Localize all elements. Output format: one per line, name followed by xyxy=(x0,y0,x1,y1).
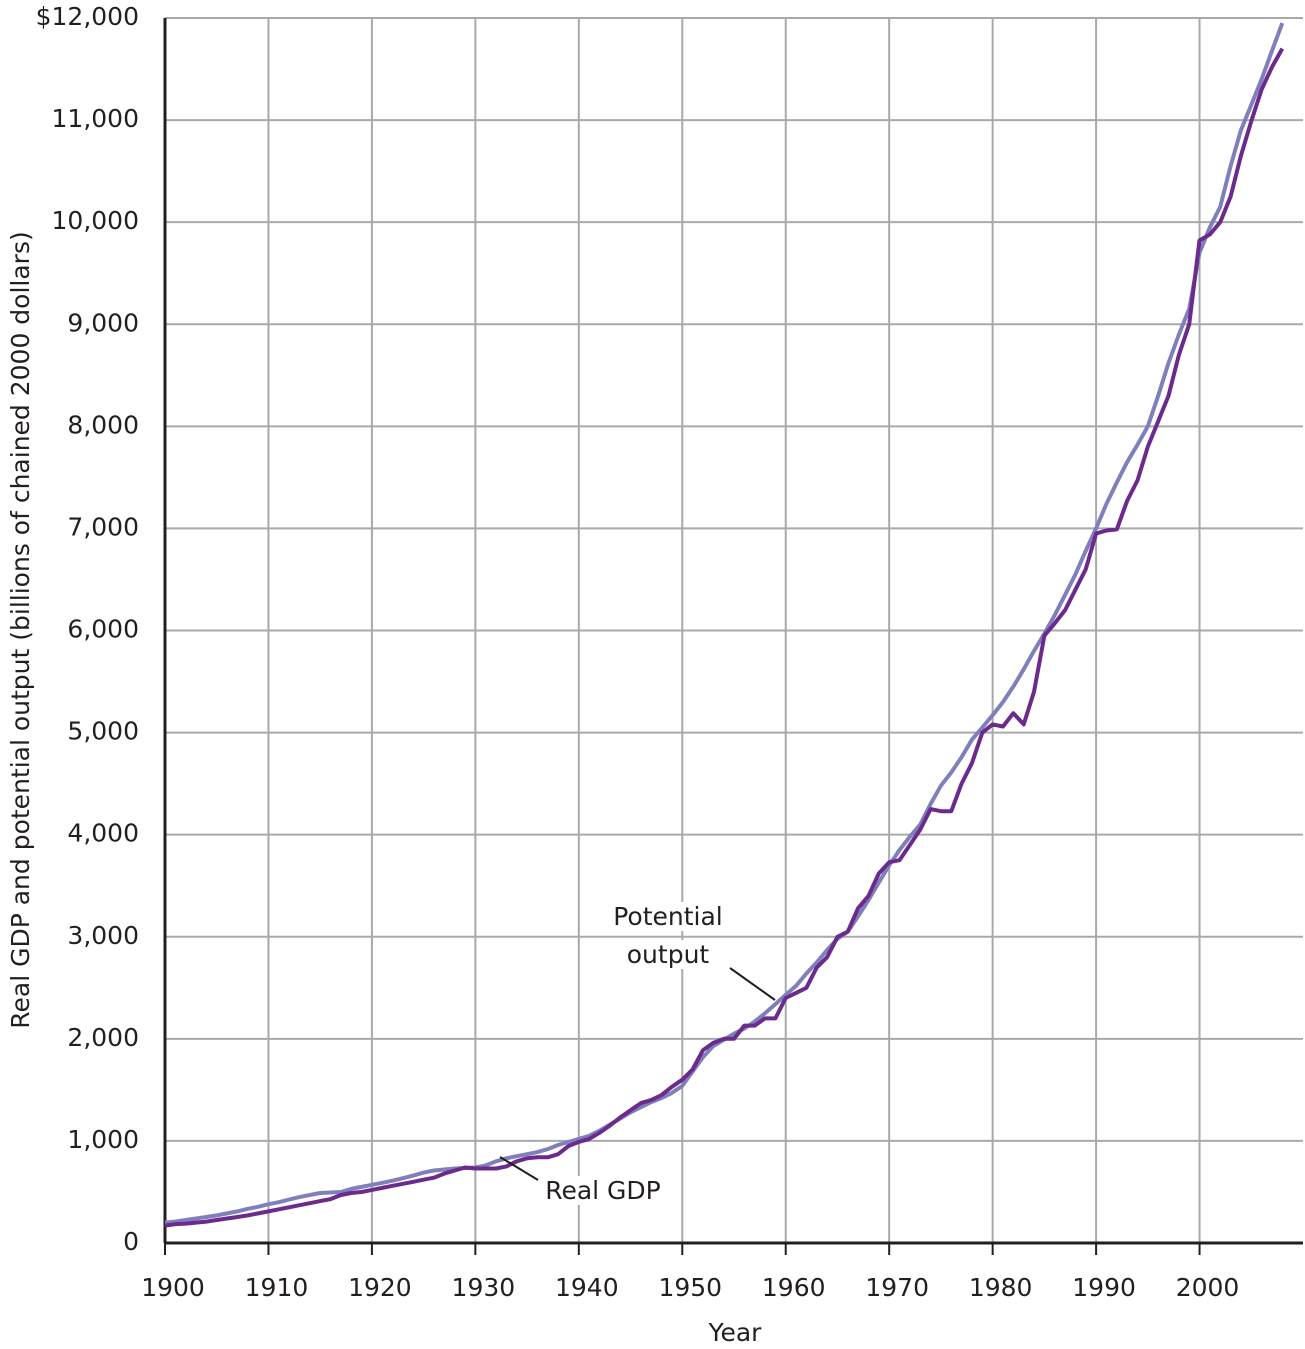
y-tick-label: 5,000 xyxy=(67,717,139,746)
y-tick-label: 4,000 xyxy=(67,819,139,848)
x-tick-label: 1990 xyxy=(1072,1273,1136,1302)
y-tick-label: 8,000 xyxy=(67,410,139,439)
x-tick-label: 1960 xyxy=(762,1273,826,1302)
x-tick-label: 1980 xyxy=(969,1273,1033,1302)
y-tick-label: 7,000 xyxy=(67,512,139,541)
x-tick-label: 1930 xyxy=(452,1273,516,1302)
x-tick-label: 1970 xyxy=(865,1273,929,1302)
annotation-bg xyxy=(609,902,727,931)
annotation-bg xyxy=(541,1176,665,1205)
leader-line xyxy=(729,967,776,1001)
y-axis-title: Real GDP and potential output (billions … xyxy=(6,231,35,1029)
x-tick-label: 1950 xyxy=(658,1273,722,1302)
annotation: Potential xyxy=(613,902,723,931)
annotation-bg xyxy=(622,940,714,969)
x-tick-label: 1900 xyxy=(141,1273,205,1302)
y-tick-label: 3,000 xyxy=(67,921,139,950)
y-tick-label: $12,000 xyxy=(36,2,139,31)
series-line xyxy=(164,47,1285,1228)
x-tick-label: 2000 xyxy=(1176,1273,1240,1302)
y-tick-label: 1,000 xyxy=(67,1125,139,1154)
series-line xyxy=(164,22,1285,1225)
y-tick-label: 10,000 xyxy=(52,206,139,235)
x-axis-title: Year xyxy=(708,1318,763,1347)
y-tick-label: 11,000 xyxy=(52,104,139,133)
y-tick-label: 0 xyxy=(123,1227,139,1256)
annotation: Real GDP xyxy=(545,1176,661,1205)
y-tick-label: 6,000 xyxy=(67,615,139,644)
annotation: output xyxy=(627,940,710,969)
y-tick-label: 9,000 xyxy=(67,308,139,337)
x-tick-label: 1910 xyxy=(245,1273,309,1302)
y-tick-label: 2,000 xyxy=(67,1023,139,1052)
leader-line xyxy=(499,1156,539,1181)
x-tick-label: 1920 xyxy=(348,1273,412,1302)
x-tick-label: 1940 xyxy=(555,1273,619,1302)
